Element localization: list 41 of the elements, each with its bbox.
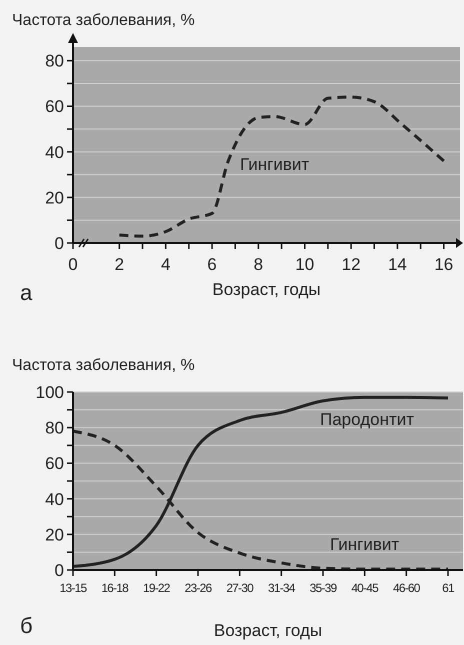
- x-tick-label: 16-18: [101, 581, 130, 595]
- x-tick-label: 35-39: [310, 581, 338, 595]
- x-tick-label: 2: [114, 255, 124, 274]
- x-tick-label: 61: [442, 581, 455, 595]
- x-tick-label: 8: [254, 255, 264, 274]
- x-tick-label: 0: [68, 255, 78, 274]
- x-tick-label: 6: [207, 255, 217, 274]
- series-label: Гингивит: [330, 535, 400, 554]
- text: а: [20, 280, 33, 305]
- text: б: [20, 613, 33, 638]
- y-tick-label: 40: [45, 490, 64, 509]
- y-tick-label: 80: [45, 418, 64, 438]
- y-tick-label: 60: [45, 454, 64, 474]
- x-tick-label: 16: [434, 255, 454, 274]
- x-axis-title: Возраст, годы: [212, 280, 321, 299]
- line-series: [118, 96, 446, 238]
- line-series: [72, 396, 450, 568]
- x-tick-label: 23-26: [184, 581, 212, 595]
- x-tick-label: 14: [388, 255, 407, 274]
- y-tick-label: 60: [45, 97, 64, 116]
- series-label: Пародонтит: [320, 410, 414, 429]
- y-axis-title: Частота заболевания, %: [12, 12, 195, 29]
- y-tick-label: 100: [36, 382, 64, 402]
- y-tick-label: 40: [45, 142, 64, 162]
- y-tick-label: 0: [54, 560, 64, 580]
- y-tick-label: 0: [54, 234, 64, 253]
- x-tick-label: 10: [295, 255, 314, 274]
- x-tick-label: 13-15: [60, 581, 88, 595]
- x-tick-label: 40-45: [351, 581, 380, 595]
- y-tick-label: 20: [45, 525, 64, 544]
- x-tick-label: 4: [160, 255, 170, 274]
- x-tick-label: 27-30: [226, 581, 254, 595]
- x-tick-label: 46-60: [392, 581, 421, 595]
- series-label: Гингивит: [240, 155, 310, 174]
- x-tick-label: 31-34: [268, 581, 296, 595]
- x-axis-title: Возраст, годы: [214, 621, 322, 640]
- y-tick-label: 80: [45, 52, 64, 71]
- y-axis-title: Частота заболевания, %: [12, 357, 195, 374]
- x-tick-label: 12: [342, 255, 361, 274]
- y-tick-label: 20: [45, 188, 64, 208]
- x-tick-label: 19-22: [142, 581, 171, 595]
